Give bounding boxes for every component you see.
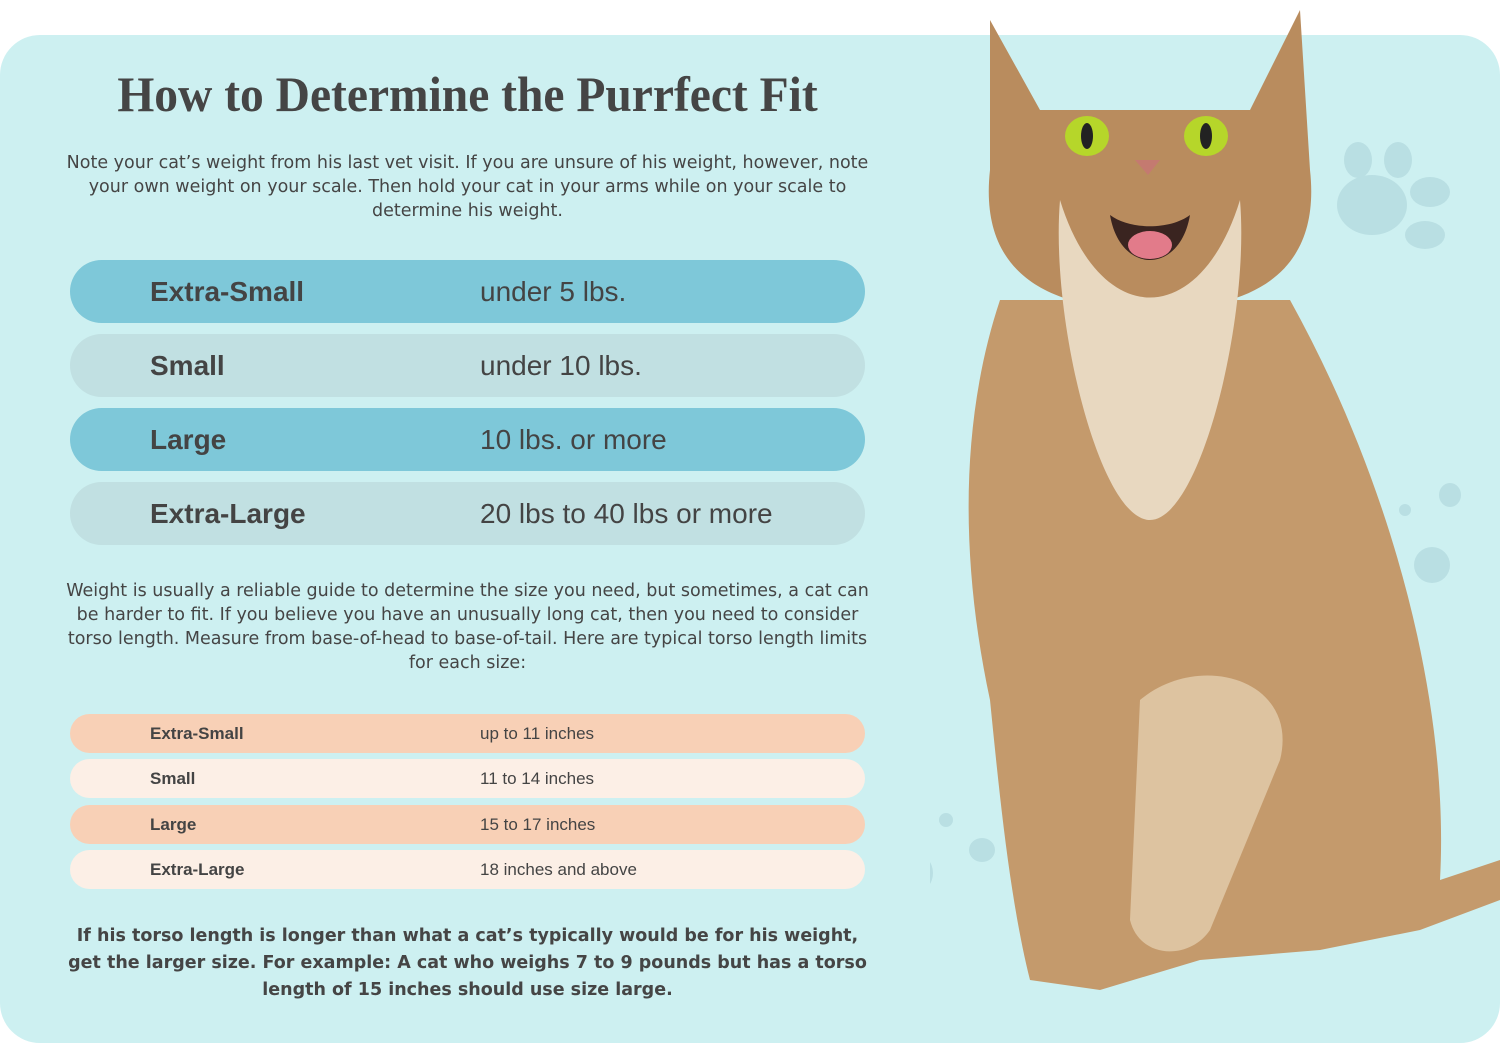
torso-value: 15 to 17 inches [480,815,596,834]
torso-value: 11 to 14 inches [480,769,595,788]
torso-value: 18 inches and above [480,860,637,879]
cat-photo [930,10,1500,990]
torso-value: up to 11 inches [480,724,595,743]
weight-value: under 10 lbs. [480,350,642,381]
weight-row: Small under 10 lbs. [70,334,865,397]
torso-row: Extra-Small up to 11 inches [70,714,865,753]
example-note: If his torso length is longer than what … [68,926,867,1000]
intro-text: Note your cat’s weight from his last vet… [66,153,869,221]
torso-row: Large 15 to 17 inches [70,805,865,844]
size-label: Extra-Large [150,498,306,529]
size-label: Small [150,350,225,381]
size-label: Small [150,769,196,788]
weight-value: under 5 lbs. [480,276,627,307]
weight-value: 10 lbs. or more [480,424,667,455]
weight-row: Extra-Small under 5 lbs. [70,260,865,323]
torso-row: Extra-Large 18 inches and above [70,850,865,889]
weight-row: Large 10 lbs. or more [70,408,865,471]
torso-row: Small 11 to 14 inches [70,759,865,798]
size-label: Large [150,424,227,455]
weight-row: Extra-Large 20 lbs to 40 lbs or more [70,482,865,545]
size-label: Extra-Large [150,860,245,879]
weight-value: 20 lbs to 40 lbs or more [480,498,773,529]
cat-body [968,10,1500,990]
size-label: Extra-Small [150,276,305,307]
size-label: Extra-Small [150,724,244,743]
torso-intro-text: Weight is usually a reliable guide to de… [66,581,869,673]
size-label: Large [150,815,197,834]
paw-print-icon [930,142,1461,885]
page-title: How to Determine the Purrfect Fit [117,66,818,122]
